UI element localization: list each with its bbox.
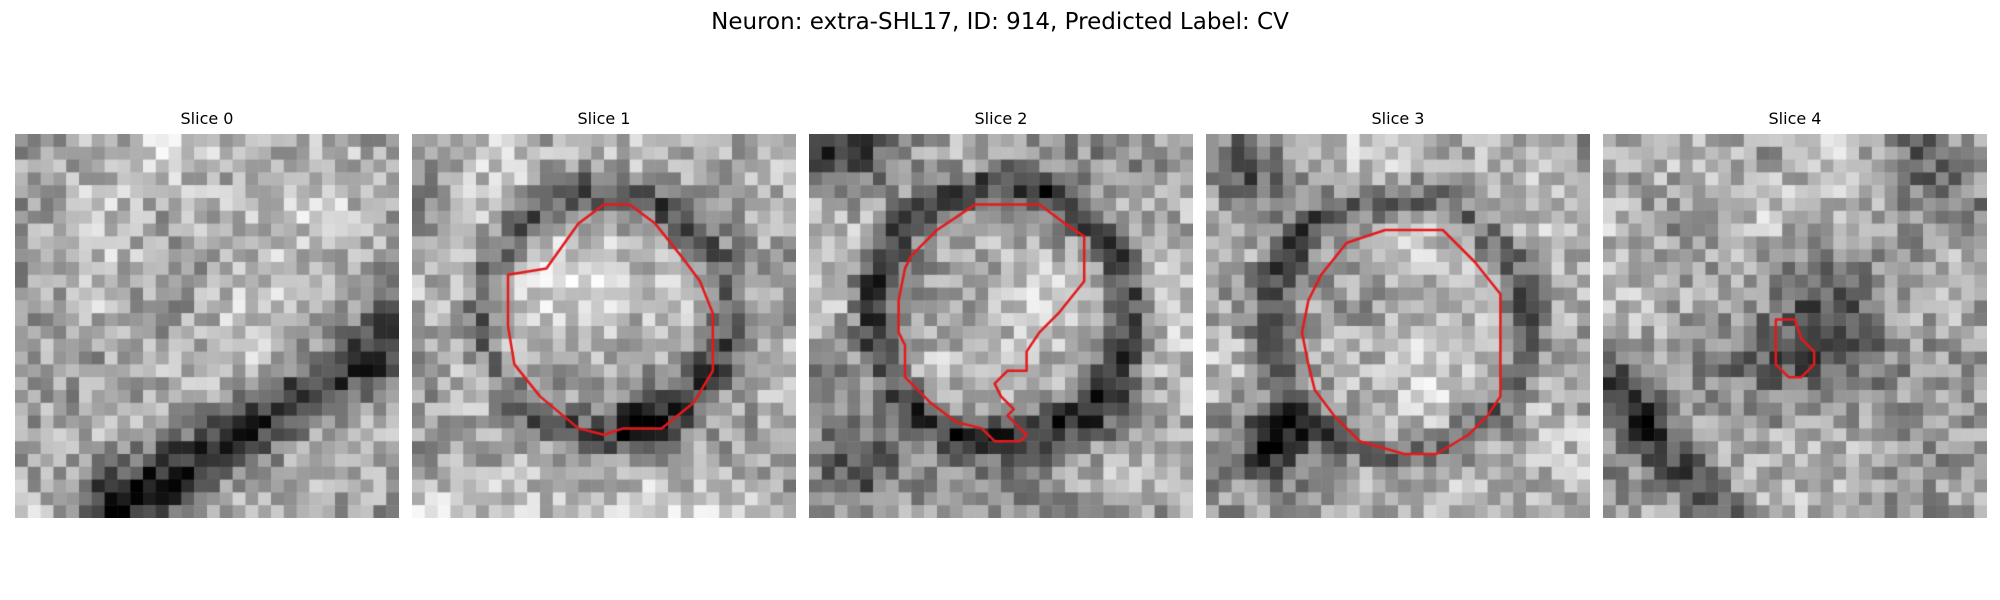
slice-image xyxy=(809,134,1193,518)
slice-panel-1: Slice 1 xyxy=(412,108,796,518)
figure-title: Neuron: extra-SHL17, ID: 914, Predicted … xyxy=(711,9,1289,35)
slice-image xyxy=(1206,134,1590,518)
slice-title: Slice 4 xyxy=(1768,109,1822,128)
slice-image xyxy=(15,134,399,518)
slice-image xyxy=(412,134,796,518)
slice-panel-4: Slice 4 xyxy=(1603,108,1987,518)
slice-title: Slice 1 xyxy=(577,109,631,128)
slice-image xyxy=(1603,134,1987,518)
slice-title: Slice 3 xyxy=(1371,109,1425,128)
slice-panel-0: Slice 0 xyxy=(15,108,399,518)
slice-title: Slice 2 xyxy=(974,109,1028,128)
slice-panel-2: Slice 2 xyxy=(809,108,1193,518)
slice-panel-3: Slice 3 xyxy=(1206,108,1590,518)
slice-title: Slice 0 xyxy=(180,109,234,128)
